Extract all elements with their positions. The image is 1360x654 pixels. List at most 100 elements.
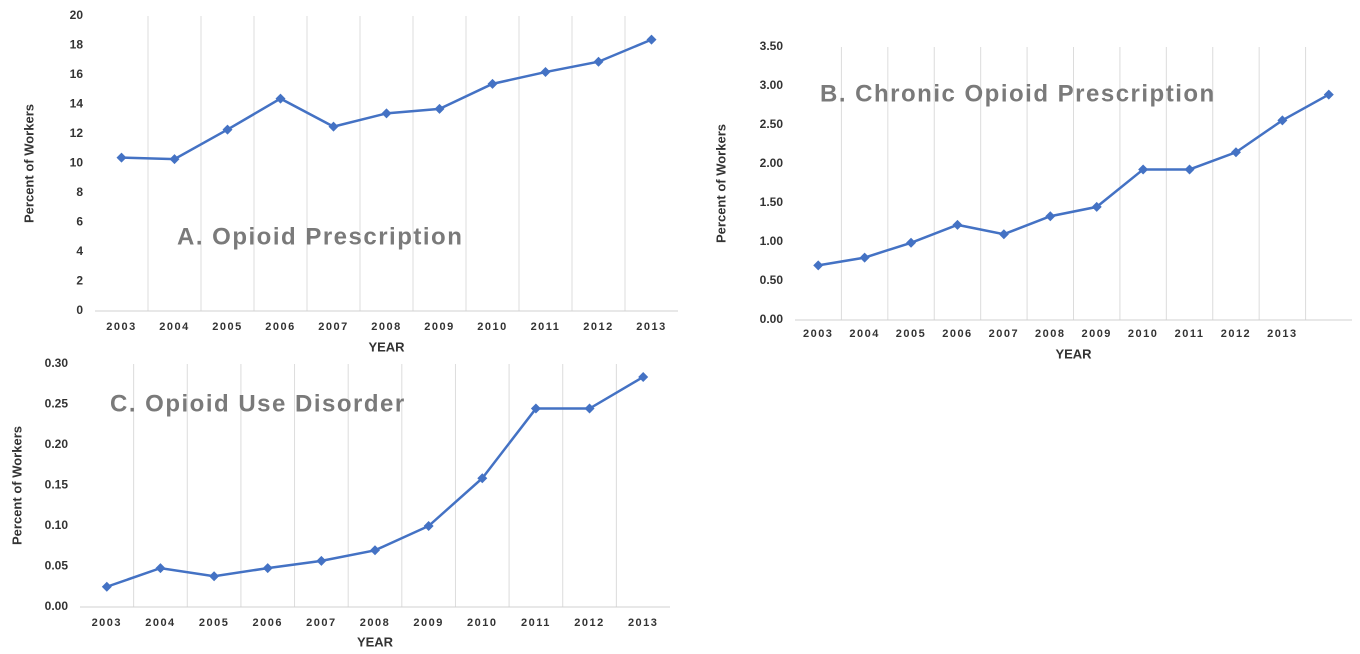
y-tick-label: 0.20 [45,437,69,451]
chart-annotation: C. Opioid Use Disorder [110,390,406,417]
y-tick-label: 6 [76,215,83,229]
y-tick-label: 0.15 [45,478,69,492]
x-tick-label: 2008 [371,321,401,333]
data-point [209,571,220,582]
y-tick-label: 4 [76,244,83,258]
y-tick-label: 8 [76,185,83,199]
data-point [275,93,286,104]
y-tick-label: 18 [70,38,84,52]
x-tick-label: 2013 [628,617,658,629]
x-tick-label: 2003 [92,617,122,629]
y-tick-label: 1.50 [760,195,784,209]
y-tick-label: 12 [70,126,84,140]
x-tick-label: 2009 [1081,328,1111,340]
x-tick-label: 2005 [896,328,926,340]
y-tick-label: 0.05 [45,559,69,573]
y-tick-label: 1.00 [760,234,784,248]
x-tick-label: 2010 [477,321,507,333]
x-tick-label: 2005 [212,321,242,333]
y-tick-label: 10 [70,156,84,170]
data-point [381,108,392,119]
y-tick-label: 2 [76,274,83,288]
y-axis-title: Percent of Workers [9,426,24,545]
x-tick-label: 2007 [306,617,336,629]
x-tick-label: 2009 [424,321,454,333]
x-tick-label: 2007 [989,328,1019,340]
x-axis-title: YEAR [357,634,394,649]
x-tick-label: 2008 [1035,328,1065,340]
x-tick-label: 2004 [849,328,879,340]
x-tick-label: 2010 [467,617,497,629]
x-tick-label: 2010 [1128,328,1158,340]
data-point [155,563,166,574]
x-tick-label: 2008 [360,617,390,629]
x-tick-label: 2006 [252,617,282,629]
data-point [262,563,273,574]
y-tick-label: 16 [70,67,84,81]
data-point [487,78,498,89]
x-tick-label: 2003 [803,328,833,340]
x-tick-label: 2004 [145,617,175,629]
y-tick-label: 3.50 [760,39,784,53]
y-tick-label: 0.25 [45,397,69,411]
data-point [477,473,488,484]
y-tick-label: 2.00 [760,156,784,170]
data-point [1277,115,1288,126]
x-tick-label: 2003 [106,321,136,333]
data-point [1184,164,1195,175]
data-point [638,371,649,382]
data-line [818,93,1330,267]
x-tick-label: 2011 [521,617,551,629]
data-point [1045,211,1056,222]
data-point [101,581,112,592]
x-tick-label: 2005 [199,617,229,629]
data-point [1230,147,1241,158]
x-axis-title: YEAR [368,339,405,354]
y-tick-label: 3.00 [760,78,784,92]
data-point [1323,89,1334,100]
data-point [646,34,657,45]
x-tick-label: 2006 [265,321,295,333]
x-tick-label: 2007 [318,321,348,333]
data-point [593,56,604,67]
y-tick-label: 2.50 [760,117,784,131]
data-point [952,219,963,230]
x-axis-title: YEAR [1055,346,1092,361]
data-point [584,403,595,414]
y-tick-label: 0.50 [760,273,784,287]
chart-annotation: B. Chronic Opioid Prescription [820,80,1216,107]
chart-annotation: A. Opioid Prescription [177,223,463,250]
x-tick-label: 2006 [942,328,972,340]
y-tick-label: 0 [76,303,83,317]
y-tick-label: 0.10 [45,518,69,532]
data-point [222,124,233,135]
x-tick-label: 2011 [1175,328,1205,340]
data-point [530,403,541,414]
data-point [813,260,824,271]
x-tick-label: 2013 [636,321,666,333]
x-tick-label: 2004 [159,321,189,333]
x-tick-label: 2011 [531,321,561,333]
data-point [169,154,180,165]
data-point [1138,164,1149,175]
data-point [328,121,339,132]
data-point [116,152,127,163]
y-axis-title: Percent of Workers [21,104,36,223]
x-tick-label: 2013 [1267,328,1297,340]
y-tick-label: 0.00 [45,599,69,613]
data-point [1091,201,1102,212]
y-tick-label: 0.30 [45,356,69,370]
y-tick-label: 14 [70,97,84,111]
x-tick-label: 2012 [574,617,604,629]
x-tick-label: 2009 [413,617,443,629]
x-tick-label: 2012 [1221,328,1251,340]
data-point [370,545,380,556]
x-tick-label: 2012 [583,321,613,333]
y-axis-title: Percent of Workers [713,124,728,243]
data-point [316,555,327,566]
data-point [906,237,917,248]
data-point [434,103,445,114]
y-tick-label: 20 [70,8,84,22]
data-point [998,229,1009,240]
